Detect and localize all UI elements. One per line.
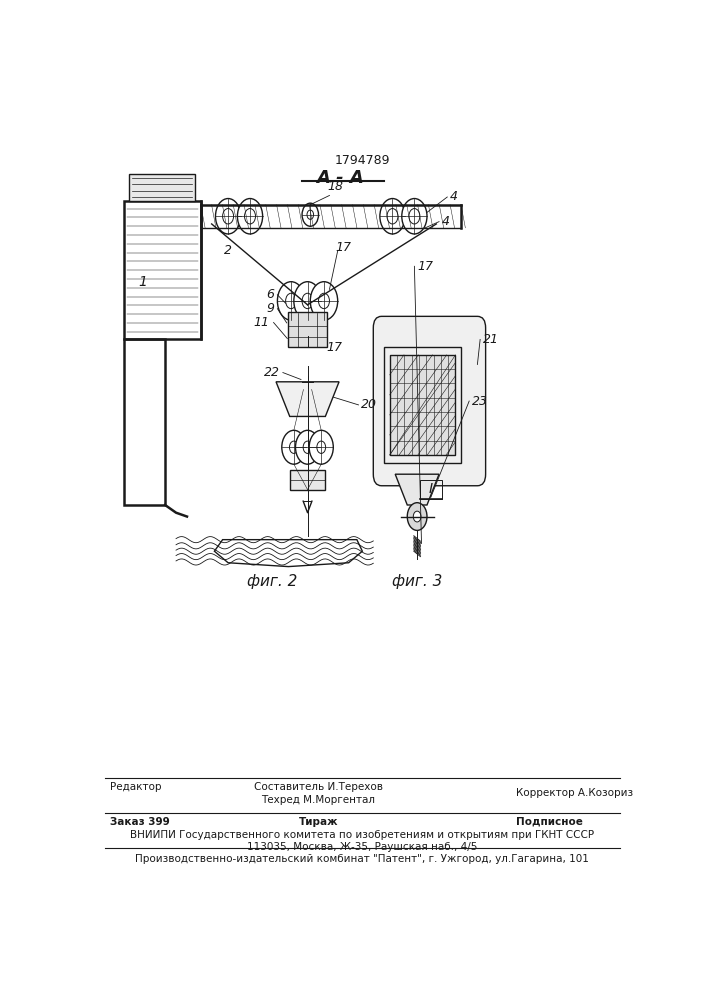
Text: 17: 17 [417,260,433,273]
Text: 2: 2 [224,244,232,257]
Text: Корректор А.Козориз: Корректор А.Козориз [516,788,633,798]
Text: 23: 23 [472,395,488,408]
Circle shape [380,199,405,234]
Polygon shape [395,474,439,505]
Text: 21: 21 [483,333,499,346]
Polygon shape [214,540,363,567]
Text: 1794789: 1794789 [334,154,390,167]
Text: 113035, Москва, Ж-35, Раушская наб., 4/5: 113035, Москва, Ж-35, Раушская наб., 4/5 [247,842,477,852]
Bar [290,470,325,490]
Bar [390,355,455,455]
FancyBboxPatch shape [373,316,486,486]
Bar [288,312,327,347]
Text: А - А: А - А [317,169,364,187]
Text: фиг. 3: фиг. 3 [392,574,443,589]
Text: Заказ 399: Заказ 399 [110,817,170,827]
Bar [420,480,442,499]
Text: Тираж: Тираж [299,817,338,827]
Circle shape [238,199,262,234]
Circle shape [302,203,319,226]
Circle shape [310,282,338,320]
Circle shape [309,430,333,464]
Text: 20: 20 [361,398,378,411]
Text: 6: 6 [267,288,275,301]
Circle shape [402,199,427,234]
Text: Составитель И.Терехов: Составитель И.Терехов [254,782,383,792]
Text: Подписное: Подписное [516,817,583,827]
Text: 17: 17 [335,241,351,254]
Circle shape [294,282,321,320]
Circle shape [277,282,305,320]
Bar [385,347,461,463]
Text: Редактор: Редактор [110,782,162,792]
Text: I: I [428,482,433,496]
Circle shape [282,430,306,464]
Circle shape [407,503,427,530]
Text: 1: 1 [139,275,148,289]
Text: 17: 17 [327,341,343,354]
Bar [129,174,195,201]
Circle shape [216,199,240,234]
Text: ВНИИПИ Государственного комитета по изобретениям и открытиям при ГКНТ СССР: ВНИИПИ Государственного комитета по изоб… [130,830,595,840]
Text: фиг. 2: фиг. 2 [247,574,297,589]
Text: Производственно-издательский комбинат "Патент", г. Ужгород, ул.Гагарина, 101: Производственно-издательский комбинат "П… [136,854,589,864]
Text: 4: 4 [442,215,450,228]
Polygon shape [276,382,339,416]
Text: 18: 18 [327,180,343,193]
Text: 22: 22 [264,366,280,379]
Bar [124,201,201,339]
Text: 9: 9 [267,302,275,315]
Circle shape [414,511,421,522]
Circle shape [296,430,320,464]
Text: 11: 11 [253,316,269,329]
Text: Техред М.Моргентал: Техред М.Моргентал [262,795,375,805]
Text: 4: 4 [450,190,458,204]
Bar [124,339,165,505]
